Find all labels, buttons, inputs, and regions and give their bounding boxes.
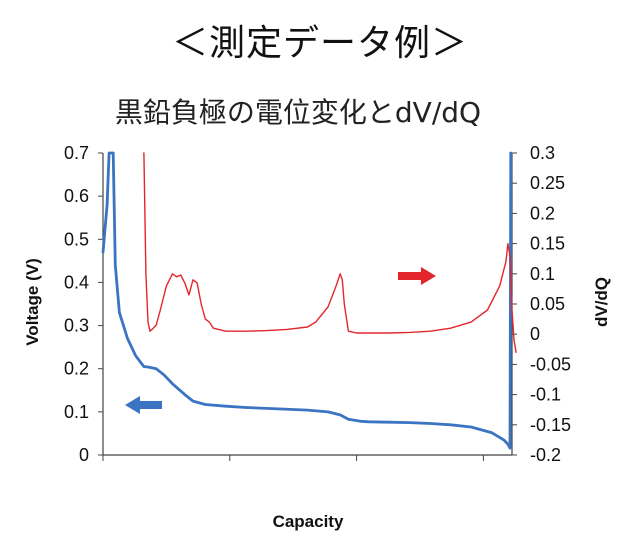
left-tick-label: 0.3 bbox=[64, 316, 89, 336]
page-heading: ＜測定データ例＞ bbox=[171, 23, 468, 64]
left-tick-label: 0.5 bbox=[64, 229, 89, 249]
left-tick-label: 0.7 bbox=[64, 143, 89, 163]
voltage-arrow bbox=[125, 396, 162, 414]
series-layer bbox=[101, 151, 517, 450]
left-tick-label: 0.4 bbox=[64, 272, 89, 292]
right-tick-label: 0.05 bbox=[530, 294, 565, 314]
left-tick-label: 0.6 bbox=[64, 186, 89, 206]
dvdq-arrow bbox=[398, 267, 436, 285]
left-tick-label: 0.2 bbox=[64, 359, 89, 379]
right-tick-label: -0.05 bbox=[530, 354, 571, 374]
right-tick-label: 0.3 bbox=[530, 143, 555, 163]
chart-title: 黒鉛負極の電位変化とdV/dQ bbox=[115, 96, 481, 129]
y2-axis-title: dV/dQ bbox=[592, 277, 611, 327]
dvdq-series-line bbox=[143, 152, 517, 353]
left-tick-label: 0 bbox=[79, 445, 89, 465]
right-tick-label: -0.1 bbox=[530, 385, 561, 405]
right-tick-label: 0.15 bbox=[530, 234, 565, 254]
left-tick-label: 0.1 bbox=[64, 402, 89, 422]
x-axis bbox=[102, 454, 512, 461]
right-tick-label: -0.2 bbox=[530, 445, 561, 465]
right-tick-label: 0.2 bbox=[530, 203, 555, 223]
right-tick-label: -0.15 bbox=[530, 415, 571, 435]
right-tick-label: 0 bbox=[530, 324, 540, 344]
right-axis: -0.2 -0.15 -0.1 -0.05 0 0.05 0.1 0.15 0.2 0.25 0.3 bbox=[511, 143, 571, 465]
x-axis-title: Capacity bbox=[273, 512, 344, 531]
y-axis-title: Voltage (V) bbox=[23, 258, 42, 346]
right-tick-label: 0.1 bbox=[530, 264, 555, 284]
voltage-series-line bbox=[101, 151, 513, 450]
left-axis: 0 0.1 0.2 0.3 0.4 0.5 0.6 0.7 bbox=[64, 143, 104, 465]
right-tick-label: 0.25 bbox=[530, 173, 565, 193]
